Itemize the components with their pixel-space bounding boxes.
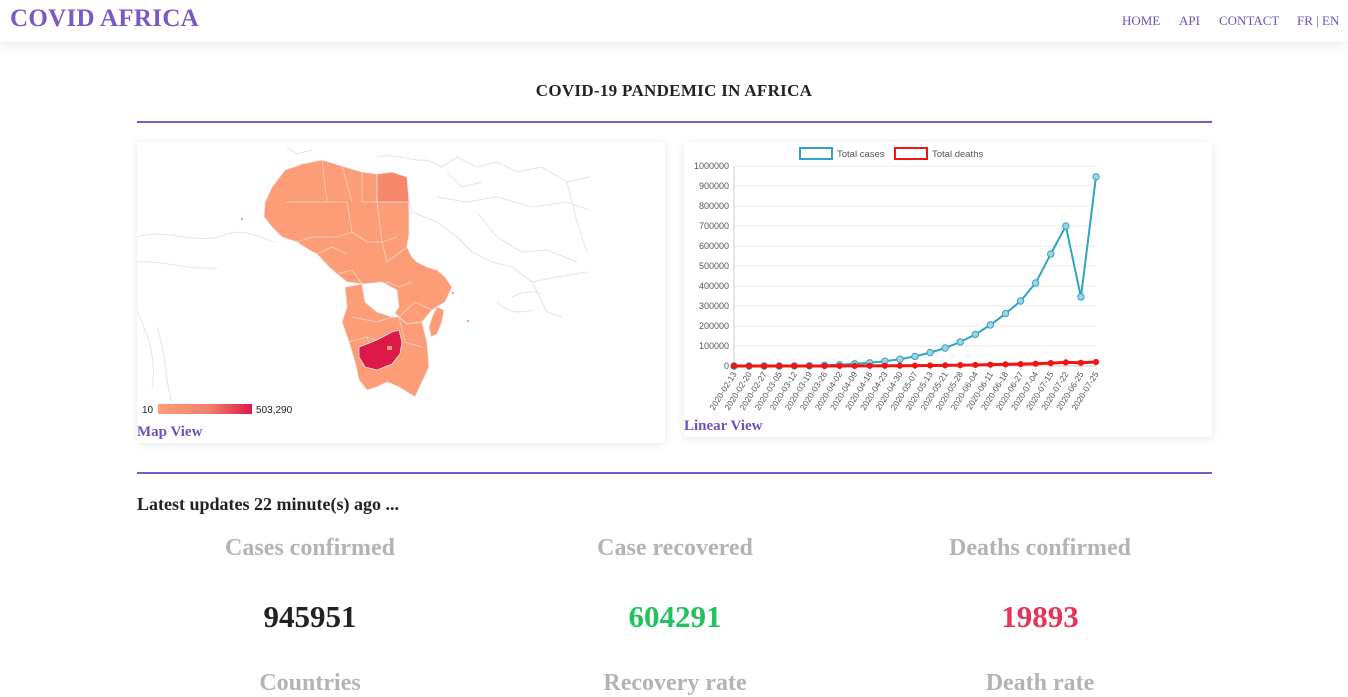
y-tick-label: 400000 [699, 281, 729, 291]
data-point [821, 362, 828, 370]
y-tick-label: 700000 [699, 221, 729, 231]
cases-confirmed-value: 945951 [263, 599, 357, 634]
cases-confirmed-title: Cases confirmed [225, 535, 395, 561]
data-point [1016, 297, 1025, 305]
y-tick-label: 600000 [699, 241, 729, 251]
recovery-rate-title: Recovery rate [603, 670, 747, 696]
data-point [1077, 359, 1085, 366]
data-point [1047, 250, 1055, 258]
data-point [971, 330, 980, 339]
divider [137, 121, 1212, 123]
linear-chart[interactable]: 0 100000 200000 300000 400000 500000 600000 700… [684, 142, 1212, 437]
data-point [730, 362, 738, 370]
data-point [956, 338, 964, 346]
data-point [836, 362, 843, 370]
data-point [1077, 293, 1085, 301]
data-point [791, 362, 798, 370]
data-point [926, 362, 934, 369]
series-line [734, 176, 1097, 367]
chart-card: 0 100000 200000 300000 400000 500000 600000 700… [684, 142, 1212, 437]
legend-max-label: 503,290 [256, 405, 293, 416]
deaths-confirmed-value: 19893 [1001, 599, 1079, 634]
brand-logo[interactable]: COVID AFRICA [10, 5, 200, 32]
data-point [926, 348, 934, 357]
data-point [896, 355, 904, 363]
data-point [1001, 309, 1010, 318]
data-point [1032, 360, 1039, 367]
data-point [941, 344, 949, 352]
y-tick-label: 500000 [699, 261, 729, 271]
legend-label: Total deaths [932, 149, 983, 160]
latest-updates-text: Latest updates 22 minute(s) ago ... [137, 494, 400, 514]
data-point [1031, 279, 1040, 287]
data-point [851, 362, 858, 369]
data-point [1092, 173, 1100, 181]
data-point [1047, 360, 1054, 367]
data-point [1017, 361, 1024, 368]
y-tick-label: 300000 [699, 301, 729, 311]
page-title: COVID-19 PANDEMIC IN AFRICA [535, 81, 813, 100]
madagascar-region[interactable] [428, 306, 445, 338]
south-africa-region[interactable] [358, 329, 403, 371]
egypt-region[interactable] [376, 171, 410, 203]
map-view-link[interactable]: Map View [137, 424, 203, 440]
data-point [866, 362, 873, 369]
data-point [1062, 222, 1070, 230]
deaths-confirmed-title: Deaths confirmed [949, 535, 1131, 561]
linear-view-link[interactable]: Linear View [684, 418, 763, 434]
nav-api-link[interactable]: API [1179, 13, 1200, 28]
legend-min-label: 10 [142, 405, 154, 416]
data-point [806, 362, 813, 370]
legend-label: Total cases [837, 149, 885, 160]
countries-title: Countries [259, 670, 361, 696]
y-tick-label: 0 [724, 361, 729, 371]
language-switch[interactable]: FR | EN [1297, 13, 1340, 28]
data-point [1092, 358, 1100, 366]
case-recovered-value: 604291 [628, 599, 722, 634]
navbar: COVID AFRICA HOME API CONTACT FR | EN [0, 0, 1348, 42]
data-point [972, 361, 979, 369]
y-tick-label: 100000 [699, 341, 729, 351]
data-point [745, 362, 753, 370]
africa-map[interactable]: 10 503,290 [136, 142, 665, 443]
map-card: 10 503,290 Map View [136, 142, 665, 443]
data-point [761, 362, 768, 370]
nav-home-link[interactable]: HOME [1122, 13, 1161, 28]
legend-swatch [894, 147, 928, 160]
data-point [776, 362, 783, 370]
y-tick-label: 900000 [699, 181, 729, 191]
y-tick-label: 1000000 [694, 161, 729, 171]
legend-swatch [799, 147, 833, 160]
case-recovered-title: Case recovered [597, 535, 753, 561]
data-point [911, 362, 919, 369]
data-point [881, 362, 888, 369]
lesotho-region[interactable] [387, 346, 392, 350]
data-point [987, 361, 994, 368]
y-tick-label: 800000 [699, 201, 729, 211]
divider [137, 472, 1212, 474]
data-point [957, 362, 964, 369]
data-point [1002, 361, 1009, 368]
data-point [942, 362, 949, 369]
data-point [896, 362, 904, 369]
data-point [1062, 359, 1069, 366]
data-point [911, 352, 919, 361]
data-point [986, 321, 995, 329]
y-tick-label: 200000 [699, 321, 729, 331]
legend-gradient-bar [158, 404, 252, 414]
death-rate-title: Death rate [985, 670, 1095, 696]
nav-contact-link[interactable]: CONTACT [1219, 13, 1280, 28]
